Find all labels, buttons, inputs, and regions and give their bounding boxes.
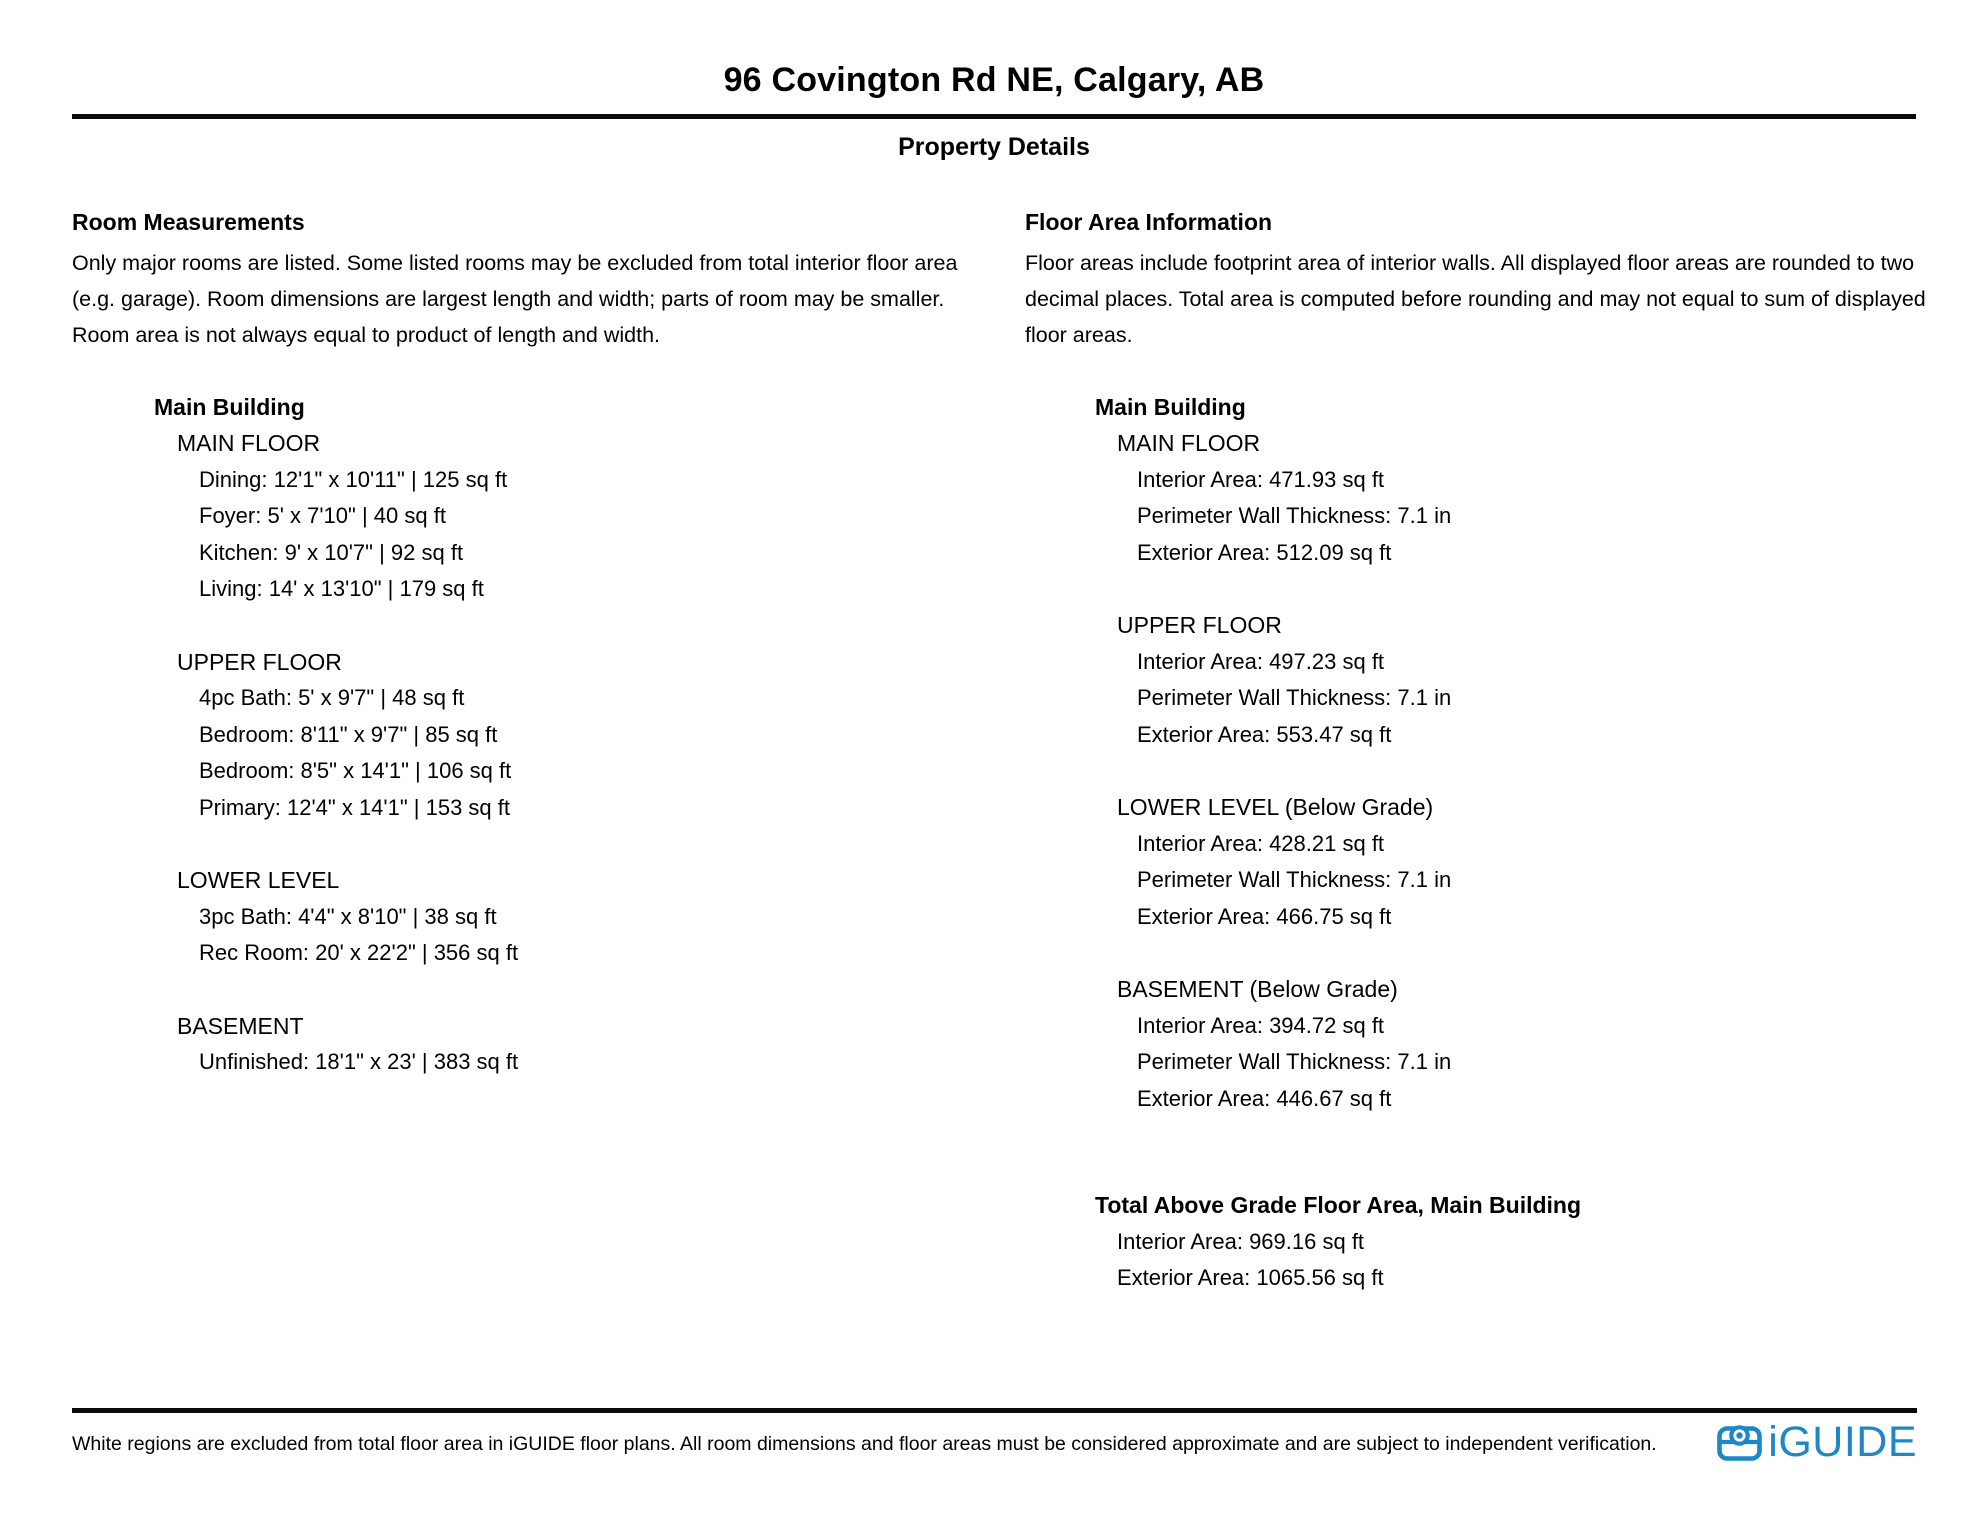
room-measurements-description: Only major rooms are listed. Some listed… (72, 245, 1025, 353)
description-line: Room area is not always equal to product… (72, 323, 661, 347)
floor-name: MAIN FLOOR (1117, 430, 1261, 456)
floor-name: LOWER LEVEL (Below Grade) (1117, 794, 1434, 820)
building-name: Main Building (154, 394, 305, 420)
room-line: 3pc Bath: 4'4" x 8'10" | 38 sq ft (199, 903, 497, 929)
room-line: Dining: 12'1" x 10'11" | 125 sq ft (199, 466, 508, 492)
floor-name: BASEMENT (177, 1012, 304, 1039)
floor-name: UPPER FLOOR (1117, 612, 1282, 638)
footer-disclaimer: White regions are excluded from total fl… (72, 1432, 1657, 1455)
area-stat-line: Exterior Area: 466.75 sq ft (1137, 903, 1392, 929)
area-stat-line: Perimeter Wall Thickness: 7.1 in (1137, 503, 1452, 528)
footer-divider (72, 1408, 1917, 1413)
room-line: Rec Room: 20' x 22'2" | 356 sq ft (199, 940, 519, 965)
iguide-logo: iGUIDE (1716, 1421, 1917, 1464)
area-group-upper-floor: UPPER FLOOR Interior Area: 497.23 sq ft … (1025, 607, 1926, 753)
floor-name: LOWER LEVEL (177, 867, 340, 893)
area-stat-line: Interior Area: 394.72 sq ft (1137, 1012, 1385, 1038)
room-line: Primary: 12'4" x 14'1" | 153 sq ft (199, 794, 510, 820)
area-stat-line: Exterior Area: 446.67 sq ft (1137, 1085, 1392, 1111)
room-line: 4pc Bath: 5' x 9'7" | 48 sq ft (199, 685, 465, 710)
room-line: Unfinished: 18'1" x 23' | 383 sq ft (199, 1049, 519, 1074)
area-group-main-floor: MAIN FLOOR Interior Area: 471.93 sq ft P… (1025, 425, 1926, 571)
area-stat-line: Interior Area: 471.93 sq ft (1137, 466, 1385, 492)
floor-group-main-floor: MAIN FLOOR Dining: 12'1" x 10'11" | 125 … (72, 425, 1025, 608)
floor-name: UPPER FLOOR (177, 648, 342, 675)
floor-name: MAIN FLOOR (177, 430, 321, 456)
room-line: Kitchen: 9' x 10'7" | 92 sq ft (199, 539, 464, 565)
floor-area-information-section: Floor Area Information Floor areas inclu… (1025, 207, 1926, 1297)
building-name: Main Building (1095, 394, 1246, 420)
area-stat-line: Perimeter Wall Thickness: 7.1 in (1137, 1049, 1452, 1074)
room-line: Bedroom: 8'5" x 14'1" | 106 sq ft (199, 758, 512, 783)
floor-area-description: Floor areas include footprint area of in… (1025, 245, 1926, 353)
iguide-camera-icon (1716, 1422, 1763, 1463)
description-line: (e.g. garage). Room dimensions are large… (72, 287, 945, 311)
floor-group-upper-floor: UPPER FLOOR 4pc Bath: 5' x 9'7" | 48 sq … (72, 644, 1025, 827)
page-header: 96 Covington Rd NE, Calgary, AB Property… (0, 0, 1988, 163)
floor-group-basement: BASEMENT Unfinished: 18'1" x 23' | 383 s… (72, 1008, 1025, 1081)
iguide-logo-text: iGUIDE (1768, 1418, 1917, 1466)
area-stat-line: Perimeter Wall Thickness: 7.1 in (1137, 685, 1452, 710)
total-stat-line: Interior Area: 969.16 sq ft (1117, 1228, 1365, 1254)
content-columns: Room Measurements Only major rooms are l… (0, 207, 1988, 1297)
total-above-grade-block: Total Above Grade Floor Area, Main Build… (1025, 1187, 1926, 1297)
area-stat-line: Perimeter Wall Thickness: 7.1 in (1137, 867, 1452, 892)
description-line: decimal places. Total area is computed b… (1025, 287, 1926, 311)
description-line: Floor areas include footprint area of in… (1025, 251, 1915, 275)
description-line: Only major rooms are listed. Some listed… (72, 251, 958, 275)
total-above-grade-heading: Total Above Grade Floor Area, Main Build… (1095, 1192, 1582, 1218)
area-stat-line: Exterior Area: 553.47 sq ft (1137, 721, 1392, 747)
header-divider (72, 114, 1916, 119)
room-measurements-heading: Room Measurements (72, 209, 305, 235)
page-title: 96 Covington Rd NE, Calgary, AB (723, 61, 1265, 99)
area-stat-line: Interior Area: 428.21 sq ft (1137, 830, 1385, 856)
floor-group-lower-level: LOWER LEVEL 3pc Bath: 4'4" x 8'10" | 38 … (72, 862, 1025, 972)
page-subtitle: Property Details (898, 133, 1090, 161)
floor-area-heading: Floor Area Information (1025, 209, 1273, 235)
area-stat-line: Exterior Area: 512.09 sq ft (1137, 539, 1392, 565)
area-group-lower-level: LOWER LEVEL (Below Grade) Interior Area:… (1025, 789, 1926, 935)
area-group-basement: BASEMENT (Below Grade) Interior Area: 39… (1025, 971, 1926, 1117)
room-measurements-section: Room Measurements Only major rooms are l… (72, 207, 1025, 1297)
room-line: Bedroom: 8'11" x 9'7" | 85 sq ft (199, 721, 498, 747)
total-stat-line: Exterior Area: 1065.56 sq ft (1117, 1265, 1384, 1290)
room-line: Living: 14' x 13'10" | 179 sq ft (199, 576, 484, 601)
area-stat-line: Interior Area: 497.23 sq ft (1137, 648, 1385, 674)
room-line: Foyer: 5' x 7'10" | 40 sq ft (199, 503, 446, 528)
page-footer: White regions are excluded from total fl… (72, 1408, 1917, 1464)
description-line: floor areas. (1025, 323, 1133, 347)
floor-name: BASEMENT (Below Grade) (1117, 976, 1398, 1002)
